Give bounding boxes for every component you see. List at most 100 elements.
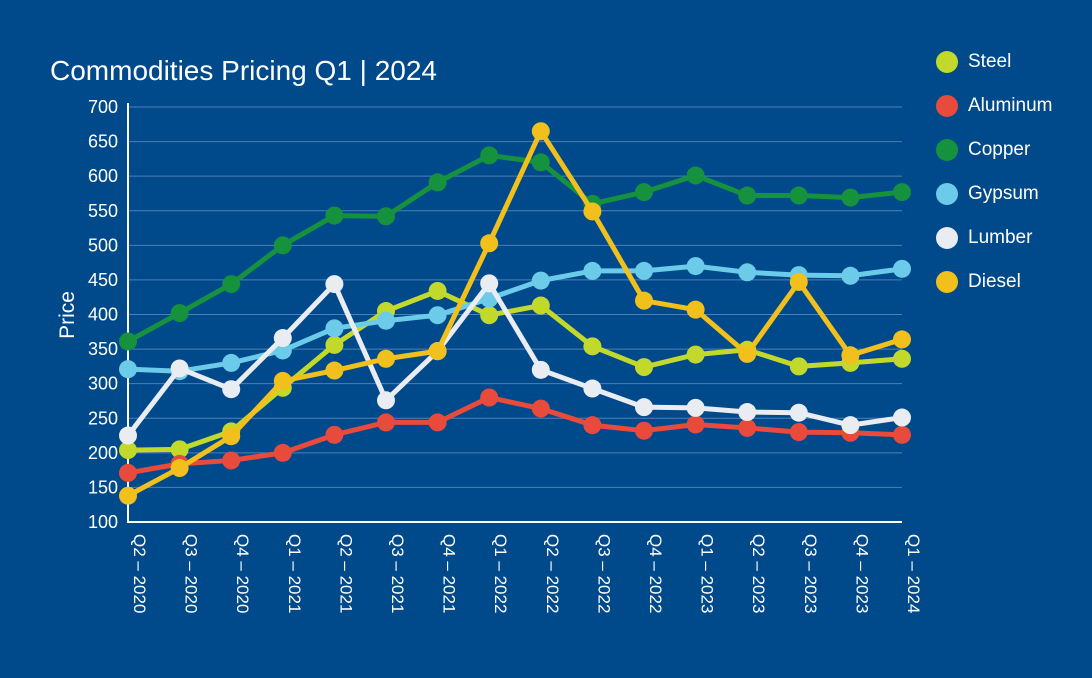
data-point <box>480 274 499 293</box>
y-tick-label: 450 <box>88 270 118 290</box>
data-point <box>119 332 137 351</box>
y-tick-label: 200 <box>88 443 118 463</box>
data-point <box>170 359 189 378</box>
legend: Steel Aluminum Copper Gypsum Lumber Diesel <box>936 50 1052 314</box>
data-point <box>119 360 137 379</box>
chart-title: Commodities Pricing Q1 | 2024 <box>50 55 437 86</box>
y-axis-label: Price <box>56 291 79 339</box>
data-point <box>583 261 602 280</box>
data-point <box>738 403 757 422</box>
data-point <box>635 358 653 377</box>
data-point <box>480 388 499 407</box>
x-tick-label: Q2 – 2023 <box>749 534 768 613</box>
data-point <box>119 463 137 482</box>
x-tick-label: Q4 – 2022 <box>646 534 665 613</box>
legend-item-gypsum[interactable]: Gypsum <box>936 182 1052 206</box>
data-point <box>428 306 447 325</box>
data-point <box>686 398 705 417</box>
data-point <box>325 319 344 338</box>
data-point <box>738 418 757 437</box>
data-point <box>531 153 550 172</box>
data-point <box>377 311 395 330</box>
x-tick-label: Q3 – 2020 <box>182 534 201 613</box>
data-point <box>789 423 808 442</box>
data-point <box>428 413 447 432</box>
data-point <box>893 425 911 444</box>
series-line <box>125 280 905 439</box>
data-point <box>377 349 395 368</box>
series-line <box>125 128 905 499</box>
data-point <box>789 357 808 376</box>
data-point <box>635 291 653 310</box>
data-point <box>222 427 241 446</box>
gridlines <box>128 106 902 488</box>
legend-item-copper[interactable]: Copper <box>936 138 1052 162</box>
y-tick-label: 600 <box>88 166 118 186</box>
y-tick-label: 100 <box>88 512 118 532</box>
y-tick-label: 500 <box>88 235 118 255</box>
data-point <box>222 380 241 399</box>
y-tick-label: 400 <box>88 305 118 325</box>
legend-label: Aluminum <box>968 95 1053 116</box>
data-point <box>583 416 602 435</box>
data-point <box>222 275 241 294</box>
y-tick-label: 550 <box>88 201 118 221</box>
legend-item-lumber[interactable]: Lumber <box>936 226 1052 250</box>
x-tick-label: Q3 – 2021 <box>388 534 407 613</box>
data-point <box>480 306 499 325</box>
data-point <box>686 345 705 364</box>
data-point <box>531 122 550 141</box>
legend-label: Copper <box>968 139 1031 160</box>
data-point <box>119 486 137 505</box>
data-point <box>738 344 757 363</box>
data-point <box>325 206 344 225</box>
x-tick-label: Q1 – 2022 <box>491 534 510 613</box>
data-point <box>841 346 860 365</box>
data-point <box>119 426 137 445</box>
data-point <box>583 379 602 398</box>
y-tick-label: 300 <box>88 374 118 394</box>
x-tick-labels: Q2 – 2020 Q3 – 2020 Q4 – 2020 Q1 – 2021 Q2 –… <box>130 534 923 613</box>
data-point <box>686 300 705 319</box>
legend-item-diesel[interactable]: Diesel <box>936 270 1052 294</box>
x-tick-label: Q4 – 2020 <box>233 534 252 613</box>
data-point <box>789 272 808 291</box>
data-point <box>273 236 292 255</box>
legend-item-aluminum[interactable]: Aluminum <box>936 94 1052 118</box>
x-tick-label: Q2 – 2021 <box>336 534 355 613</box>
data-point <box>325 361 344 380</box>
data-point <box>222 353 241 372</box>
series-diesel <box>119 122 911 505</box>
x-tick-label: Q1 – 2021 <box>285 534 304 613</box>
data-point <box>273 371 292 390</box>
y-tick-label: 350 <box>88 339 118 359</box>
data-point <box>893 259 911 278</box>
series-group <box>119 122 911 505</box>
data-point <box>738 263 757 282</box>
data-point <box>170 440 189 459</box>
legend-item-steel[interactable]: Steel <box>936 50 1052 74</box>
series-line <box>125 263 905 374</box>
data-point <box>480 234 499 253</box>
data-point <box>170 304 189 323</box>
data-point <box>841 188 860 207</box>
data-point <box>222 451 241 470</box>
series-lumber <box>119 274 911 445</box>
x-tick-label: Q4 – 2023 <box>852 534 871 613</box>
y-tick-labels: 100 150 200 250 300 350 400 450 500 550 600 650 700 <box>88 97 118 532</box>
x-tick-label: Q2 – 2020 <box>130 534 149 613</box>
x-tick-label: Q3 – 2023 <box>801 534 820 613</box>
x-tick-label: Q2 – 2022 <box>543 534 562 613</box>
series-aluminum <box>119 388 911 482</box>
x-tick-label: Q3 – 2022 <box>594 534 613 613</box>
data-point <box>377 391 395 410</box>
data-point <box>325 425 344 444</box>
data-point <box>428 342 447 361</box>
series-copper <box>119 146 911 351</box>
legend-marker-icon <box>936 227 958 249</box>
data-point <box>273 329 292 348</box>
x-tick-label: Q1 – 2023 <box>698 534 717 613</box>
data-point <box>635 261 653 280</box>
